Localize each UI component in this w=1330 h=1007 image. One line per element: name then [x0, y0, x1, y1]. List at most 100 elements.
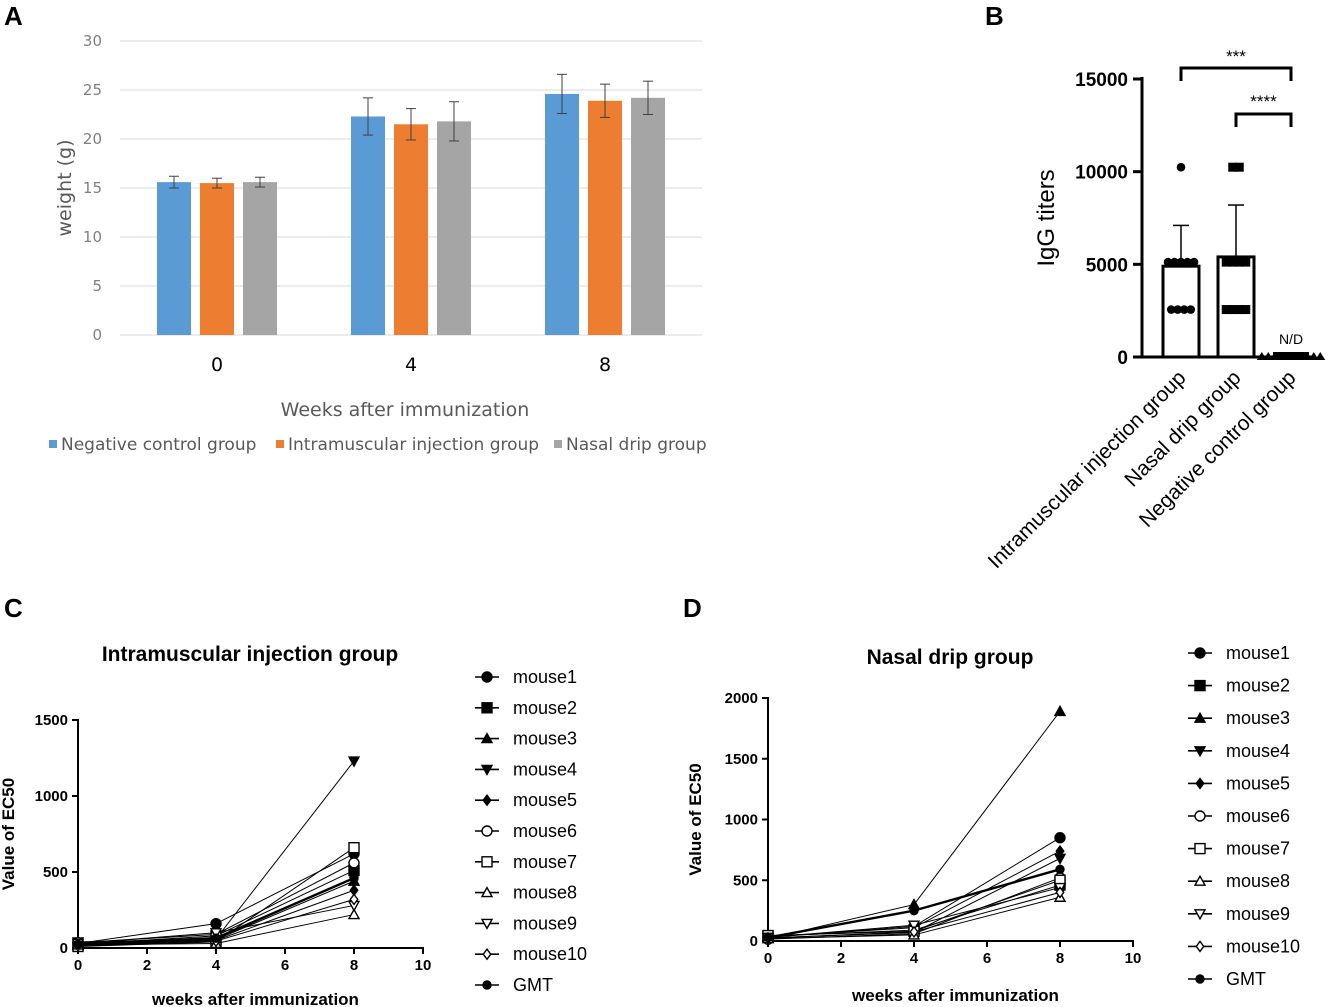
legend-swatch	[276, 440, 284, 448]
data-point	[1228, 162, 1238, 172]
bar	[200, 183, 234, 335]
legend-label: mouse8	[513, 883, 577, 903]
legend-label: mouse4	[1226, 741, 1290, 761]
data-point	[1234, 305, 1244, 315]
panel-b-letter: B	[985, 1, 1004, 31]
data-point	[1179, 305, 1189, 314]
legend-label: Negative control group	[61, 435, 256, 455]
legend-label: mouse5	[513, 790, 577, 810]
data-marker	[347, 908, 361, 920]
legend-label: mouse5	[1226, 773, 1290, 793]
data-marker	[909, 925, 919, 939]
data-marker	[1055, 886, 1065, 899]
data-point	[1189, 257, 1199, 267]
legend-label: mouse1	[513, 667, 577, 687]
y-axis-label: IgG titers	[1033, 169, 1060, 266]
data-marker	[481, 825, 493, 837]
y-tick-label: 15000	[1075, 70, 1128, 91]
x-tick-label: 2	[837, 950, 845, 967]
y-tick-label: 10	[83, 228, 102, 246]
x-tick-label: 6	[983, 950, 991, 967]
legend-label: GMT	[1226, 969, 1266, 989]
data-marker	[907, 920, 921, 932]
x-tick-label: 0	[74, 957, 82, 974]
y-axis-label: Value of EC50	[0, 778, 18, 890]
x-tick-label: 8	[350, 957, 358, 974]
legend-label: mouse3	[513, 729, 577, 749]
data-point	[1176, 257, 1186, 267]
panel-a-letter: A	[4, 1, 23, 31]
y-tick-label: 1000	[725, 812, 758, 829]
x-tick-label: 10	[1125, 950, 1142, 967]
data-marker	[1193, 874, 1207, 886]
legend-label: Intramuscular injection group	[288, 435, 539, 455]
y-tick-label: 1500	[35, 712, 68, 729]
data-point	[1241, 257, 1251, 267]
data-point	[1282, 352, 1293, 360]
data-marker	[1193, 711, 1207, 723]
data-point	[1315, 352, 1326, 360]
x-axis-label: Weeks after immunization	[281, 399, 530, 421]
significance-bracket	[1234, 112, 1293, 127]
bar	[545, 93, 579, 335]
panel-b-chart: 0 5000 10000 15000 IgG titers Intramuscular i…	[984, 47, 1326, 573]
legend-label: mouse8	[1226, 871, 1290, 891]
y-tick-label: 0	[92, 326, 102, 344]
data-point	[1276, 352, 1287, 360]
y-tick-label: 500	[733, 872, 758, 889]
legend-label: Nasal drip group	[566, 435, 707, 455]
data-marker	[482, 948, 492, 961]
x-tick-label: 10	[415, 957, 432, 974]
x-tick-label: 8	[599, 354, 611, 376]
data-marker	[73, 939, 83, 950]
data-point	[1234, 162, 1244, 172]
data-marker	[480, 732, 494, 744]
data-marker	[481, 702, 493, 714]
y-tick-label: 25	[83, 81, 102, 99]
x-axis-label: weeks after immunization	[151, 990, 359, 1007]
y-tick-label: 0	[750, 933, 758, 950]
data-marker	[909, 905, 919, 916]
bar	[243, 182, 277, 335]
data-point	[1241, 305, 1251, 315]
significance-bracket	[1179, 66, 1293, 81]
legend-label: mouse1	[1226, 643, 1290, 663]
data-marker	[481, 671, 493, 683]
data-point	[1308, 352, 1319, 360]
x-tick-label: 0	[764, 950, 772, 967]
data-point	[1302, 352, 1313, 360]
data-point	[1221, 305, 1231, 315]
data-marker	[348, 857, 360, 869]
legend-label: mouse4	[513, 759, 577, 779]
y-tick-label: 20	[83, 130, 102, 148]
panel-c-letter: C	[4, 593, 23, 623]
y-tick-label: 10000	[1075, 163, 1128, 184]
legend-label: mouse2	[513, 698, 577, 718]
data-marker	[1194, 679, 1206, 692]
data-point	[1170, 257, 1179, 267]
data-point	[1228, 305, 1238, 315]
data-point	[1183, 257, 1192, 267]
data-marker	[348, 841, 360, 854]
data-point	[1166, 305, 1176, 314]
legend-label: mouse6	[513, 821, 577, 841]
y-tick-label: 5	[92, 277, 102, 295]
data-marker	[211, 933, 221, 943]
data-marker	[482, 980, 492, 990]
data-marker	[482, 794, 492, 807]
data-marker	[1055, 864, 1065, 875]
data-marker	[210, 917, 222, 930]
x-tick-label: 6	[281, 957, 289, 974]
panel-c-chart: 0 500 1000 1500 0 2 4 6 8 10 Intramuscular injecti…	[0, 643, 587, 1007]
data-marker	[1054, 832, 1066, 844]
data-point	[1295, 352, 1306, 360]
x-tick-label: Intramuscular injection group	[984, 366, 1191, 573]
x-tick-label: 4	[212, 957, 221, 974]
data-marker	[349, 873, 359, 883]
data-marker	[347, 756, 361, 768]
bar	[157, 182, 191, 335]
legend-label: mouse9	[1226, 904, 1290, 924]
legend-label: mouse7	[513, 852, 577, 872]
legend-label: mouse10	[513, 944, 587, 964]
